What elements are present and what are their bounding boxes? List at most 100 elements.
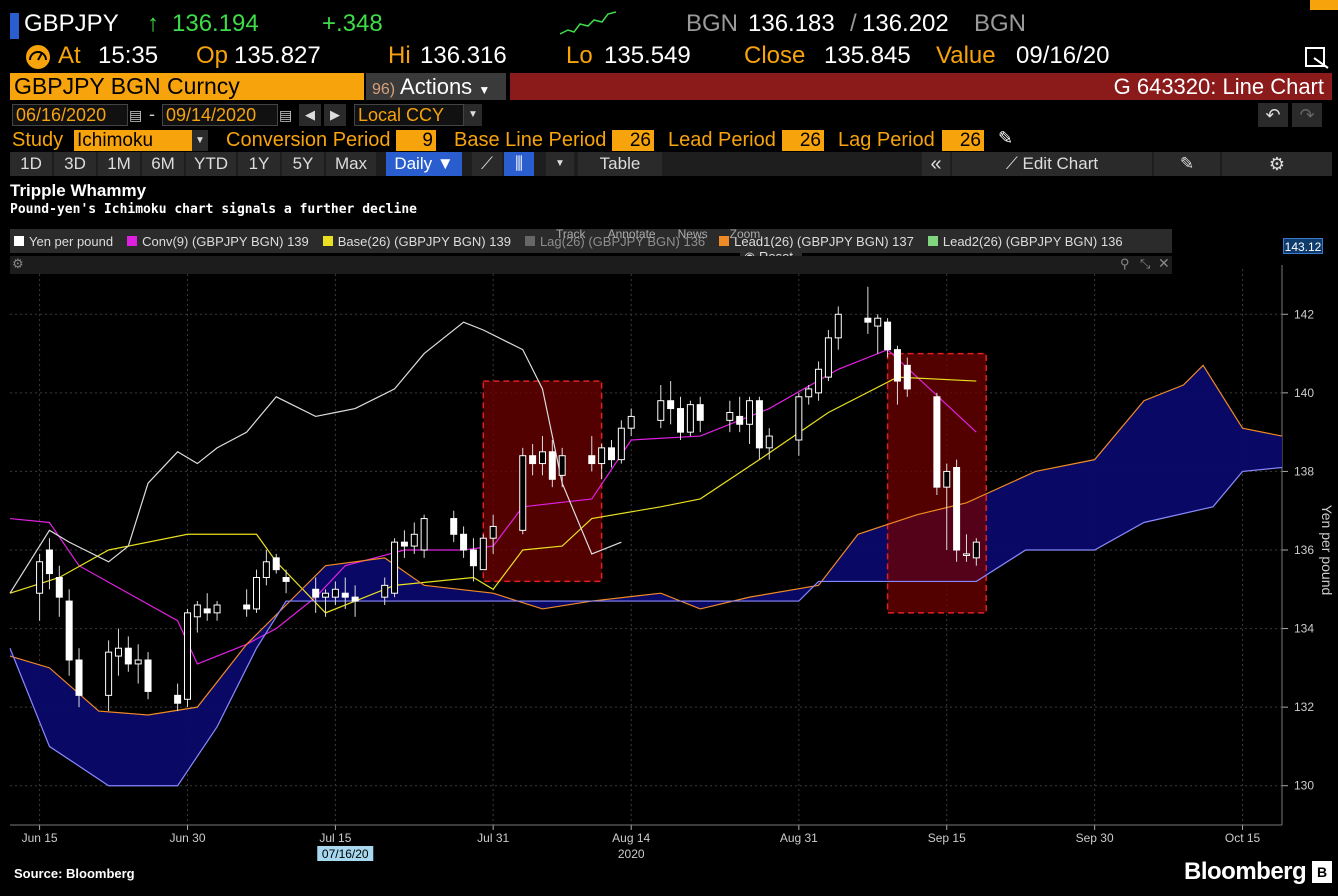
base-line-input[interactable]: 26 xyxy=(612,130,654,151)
period-ytd[interactable]: YTD xyxy=(186,152,236,176)
period-max[interactable]: Max xyxy=(326,152,376,176)
ichimoku-cloud xyxy=(10,365,1282,786)
annotate-icon[interactable]: ✎ xyxy=(1154,152,1220,176)
bloomberg-logo: Bloomberg xyxy=(1184,858,1307,885)
track-tool[interactable]: Track xyxy=(556,227,586,241)
legend-swatch xyxy=(927,236,938,246)
frequency-select[interactable]: Daily ▼ xyxy=(386,152,462,176)
candle-body xyxy=(933,396,941,488)
candle-body xyxy=(864,317,872,323)
period-1y[interactable]: 1Y xyxy=(238,152,280,176)
study-dropdown-icon[interactable]: ▼ xyxy=(192,130,208,151)
legend-gear-icon[interactable]: ⚙ xyxy=(12,256,24,271)
collapse-icon[interactable]: « xyxy=(922,152,950,176)
edit-chart-icon: ⟋ xyxy=(1005,154,1018,173)
close-label: Close xyxy=(744,42,806,69)
period-3d[interactable]: 3D xyxy=(54,152,96,176)
close-icon[interactable]: ✕ xyxy=(1158,255,1170,271)
y-tick-label: 134 xyxy=(1294,622,1314,636)
source-label: BGN xyxy=(686,10,739,37)
candle-body xyxy=(884,321,892,351)
legend-item-lead1[interactable]: Lead1(26) (GBPJPY BGN) 137 xyxy=(719,234,914,249)
period-1d[interactable]: 1D xyxy=(10,152,52,176)
actions-num: 96) xyxy=(372,81,396,98)
conversion-label: Conversion Period xyxy=(226,129,391,151)
calendar-icon-2[interactable]: ▤ xyxy=(279,107,293,123)
chart-type-dropdown-icon[interactable]: ▼ xyxy=(546,152,574,176)
legend-item-base[interactable]: Base(26) (GBPJPY BGN) 139 xyxy=(322,233,511,249)
legend-label-lead1: Lead1(26) (GBPJPY BGN) 137 xyxy=(734,233,914,249)
legend-item-conv[interactable]: Conv(9) (GBPJPY BGN) 139 xyxy=(127,234,309,249)
end-date-field[interactable]: 09/14/2020 xyxy=(162,104,278,126)
start-date-field[interactable]: 06/16/2020 xyxy=(12,104,128,126)
candle-body xyxy=(65,600,73,661)
pin-icon[interactable]: ⚲ xyxy=(1120,256,1130,271)
candle-body xyxy=(548,451,556,480)
ichimoku-chart[interactable]: 130 132 134 136 138 140 142 Jun 15 Jun 30 Jul 15 J… xyxy=(0,225,1338,865)
date-dash: - xyxy=(149,104,155,124)
gear-icon[interactable]: ⚙ xyxy=(1222,152,1332,176)
news-tool[interactable]: News xyxy=(677,227,708,241)
candle-chart-icon[interactable]: ⫼ xyxy=(504,152,534,176)
edit-chart-button[interactable]: ⟋ Edit Chart xyxy=(952,152,1152,176)
table-button[interactable]: Table xyxy=(578,152,662,176)
conversion-input[interactable]: 9 xyxy=(396,130,436,151)
end-date: 09/14/2020 xyxy=(166,105,257,125)
candle-body xyxy=(341,592,349,598)
y-tick-label: 142 xyxy=(1294,307,1314,321)
annotate-tool[interactable]: Annotate xyxy=(607,227,656,241)
undo-icon[interactable]: ↶ xyxy=(1258,103,1288,127)
zoom-tool[interactable]: Zoom xyxy=(729,227,761,241)
pencil-icon[interactable]: ✎ xyxy=(998,128,1014,148)
prev-arrow-icon[interactable]: ◀ xyxy=(299,104,321,126)
legend-swatch xyxy=(127,236,138,246)
x-tick-label: Jun 30 xyxy=(169,831,205,845)
period-6m[interactable]: 6M xyxy=(142,152,184,176)
expand-icon[interactable] xyxy=(1304,44,1330,70)
period-buttons: 1D 3D 1M 6M YTD 1Y 5Y Max xyxy=(10,152,378,176)
candle-body xyxy=(381,584,389,598)
legend-item-lag[interactable]: Lag(26) (GBPJPY BGN) 136 xyxy=(524,234,705,249)
candle-body xyxy=(45,549,53,575)
candle-body xyxy=(874,317,882,327)
lead-input[interactable]: 26 xyxy=(782,130,824,151)
next-arrow-icon[interactable]: ▶ xyxy=(324,104,346,126)
candle-body xyxy=(943,470,951,488)
close-value: 135.845 xyxy=(824,42,911,69)
legend-item-lead2[interactable]: Lead2(26) (GBPJPY BGN) 136 xyxy=(927,233,1123,249)
currency-dropdown-icon[interactable]: ▼ xyxy=(464,104,482,126)
actions-button[interactable]: 96) Actions ▼ xyxy=(366,73,506,100)
legend-label-base: Base(26) (GBPJPY BGN) 139 xyxy=(337,233,511,249)
resize-icon[interactable]: ⤡ xyxy=(1140,256,1151,271)
candle-body xyxy=(795,396,803,441)
candle-body xyxy=(519,455,527,531)
legend-bar xyxy=(10,229,1172,253)
ticker[interactable]: GBPJPY xyxy=(24,10,119,37)
legend-label-lead2: Lead2(26) (GBPJPY BGN) 136 xyxy=(942,233,1123,249)
candle-body xyxy=(696,404,704,421)
calendar-icon[interactable]: ▤ xyxy=(129,107,143,123)
currency-select[interactable]: Local CCY xyxy=(354,104,464,126)
line-chart-icon[interactable]: ⟋ xyxy=(472,152,502,176)
at-label: At xyxy=(58,42,81,69)
candle-body xyxy=(765,435,773,449)
candle-body xyxy=(322,592,330,598)
period-1m[interactable]: 1M xyxy=(98,152,140,176)
lag-input[interactable]: 26 xyxy=(942,130,984,151)
study-select[interactable]: Ichimoku xyxy=(74,130,192,151)
legend-item-price[interactable]: Yen per pound xyxy=(14,234,113,249)
chart-id: G 643320: Line Chart xyxy=(1113,74,1324,99)
redo-icon[interactable]: ↷ xyxy=(1292,103,1322,127)
period-5y[interactable]: 5Y xyxy=(282,152,324,176)
candle-body xyxy=(667,400,675,410)
year-label: 2020 xyxy=(618,847,645,861)
candle-body xyxy=(213,604,221,614)
price-change: +.348 xyxy=(322,10,383,37)
security-field[interactable]: GBPJPY BGN Curncy xyxy=(10,73,364,100)
security-name: GBPJPY BGN Curncy xyxy=(14,73,240,99)
chevron-down-icon: ▼ xyxy=(478,83,491,97)
candle-body xyxy=(469,549,477,567)
y-tick-label: 130 xyxy=(1294,779,1314,793)
x-tick-label: Jul 31 xyxy=(477,831,509,845)
study-name: Ichimoku xyxy=(77,130,154,151)
